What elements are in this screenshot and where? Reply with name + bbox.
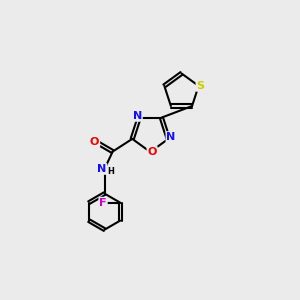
Text: N: N bbox=[167, 132, 176, 142]
Text: F: F bbox=[99, 198, 107, 208]
Text: N: N bbox=[133, 111, 142, 121]
Text: S: S bbox=[196, 81, 205, 91]
Text: O: O bbox=[147, 147, 157, 157]
Text: O: O bbox=[90, 136, 99, 147]
Text: N: N bbox=[97, 164, 106, 174]
Text: H: H bbox=[108, 167, 115, 176]
